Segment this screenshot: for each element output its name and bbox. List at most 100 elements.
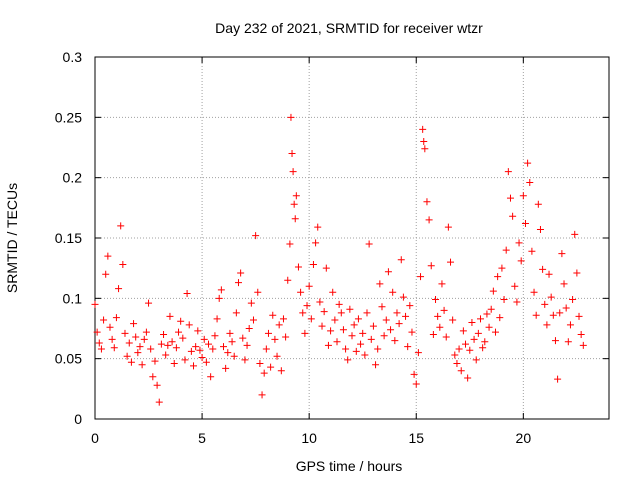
data-point (346, 305, 354, 313)
data-point (384, 268, 392, 276)
x-tick-label: 20 (516, 430, 532, 446)
data-point (419, 125, 427, 133)
data-point (335, 300, 343, 308)
data-point (136, 343, 144, 351)
data-point (442, 333, 450, 341)
data-point (187, 347, 195, 355)
data-point (196, 346, 204, 354)
data-point (153, 381, 161, 389)
data-point (455, 345, 463, 353)
data-point (93, 328, 101, 336)
data-point (532, 311, 540, 319)
data-point (95, 339, 103, 347)
data-point (464, 374, 472, 382)
data-point (183, 290, 191, 298)
data-point (256, 359, 264, 367)
data-point (100, 316, 108, 324)
data-point (575, 312, 583, 320)
data-point (294, 263, 302, 271)
data-point (395, 320, 403, 328)
data-point (504, 168, 512, 176)
y-tick-label: 0.15 (55, 230, 82, 246)
data-point (459, 327, 467, 335)
data-point (534, 200, 542, 208)
data-point (307, 315, 315, 323)
data-point (271, 335, 279, 343)
data-point (406, 302, 414, 310)
data-point (474, 329, 482, 337)
data-point (289, 168, 297, 176)
data-point (168, 338, 176, 346)
data-point (513, 298, 521, 306)
data-point (138, 361, 146, 369)
axis-ticks: 0 5 10 15 20 0 0.05 0.1 0.15 0.2 0.25 0.3 (55, 49, 609, 446)
x-tick-label: 10 (301, 430, 317, 446)
x-tick-label: 15 (408, 430, 424, 446)
x-tick-label: 5 (198, 430, 206, 446)
data-point (462, 340, 470, 348)
data-point (367, 335, 375, 343)
data-point (558, 250, 566, 258)
data-point (573, 269, 581, 277)
data-point (498, 264, 506, 272)
data-point (363, 309, 371, 317)
data-point (562, 304, 570, 312)
data-point (436, 323, 444, 331)
data-point (262, 345, 270, 353)
data-point (380, 332, 388, 340)
data-point (399, 293, 407, 301)
data-point (151, 357, 159, 365)
data-point (97, 345, 105, 353)
data-point (106, 323, 114, 331)
data-point (566, 321, 574, 329)
data-point (536, 226, 544, 234)
data-point (359, 329, 367, 337)
data-point (134, 349, 142, 357)
data-point (556, 309, 564, 317)
data-point (211, 332, 219, 340)
data-point (275, 321, 283, 329)
data-point (526, 178, 534, 186)
data-point (342, 345, 350, 353)
data-point (322, 264, 330, 272)
data-point (252, 232, 260, 240)
data-point (239, 334, 247, 342)
data-point (110, 344, 118, 352)
data-point (194, 327, 202, 335)
data-point (491, 328, 499, 336)
data-point (453, 359, 461, 367)
data-point (361, 351, 369, 359)
data-point (241, 356, 249, 364)
data-point (543, 321, 551, 329)
data-point (374, 345, 382, 353)
data-point (305, 282, 313, 290)
data-point (348, 332, 356, 340)
data-point (230, 352, 238, 360)
data-point (517, 257, 525, 265)
data-point (477, 315, 484, 323)
data-point (397, 256, 405, 264)
data-point (102, 270, 110, 278)
data-point (200, 335, 208, 343)
data-point (245, 325, 253, 332)
data-point (125, 339, 133, 347)
data-point (284, 276, 292, 284)
data-point (130, 320, 138, 328)
data-point (352, 347, 360, 355)
data-point (487, 305, 495, 313)
data-point (423, 198, 431, 206)
data-point (292, 192, 300, 200)
data-point (412, 380, 420, 388)
data-point (112, 314, 120, 322)
data-point (264, 329, 272, 337)
data-point (247, 299, 255, 307)
data-point (410, 370, 418, 378)
data-point (350, 321, 358, 329)
data-point (297, 288, 305, 296)
data-point (145, 299, 153, 307)
data-point (140, 335, 148, 343)
data-point (213, 315, 221, 323)
data-point (269, 311, 277, 319)
data-point (382, 316, 390, 324)
data-point (254, 288, 262, 296)
